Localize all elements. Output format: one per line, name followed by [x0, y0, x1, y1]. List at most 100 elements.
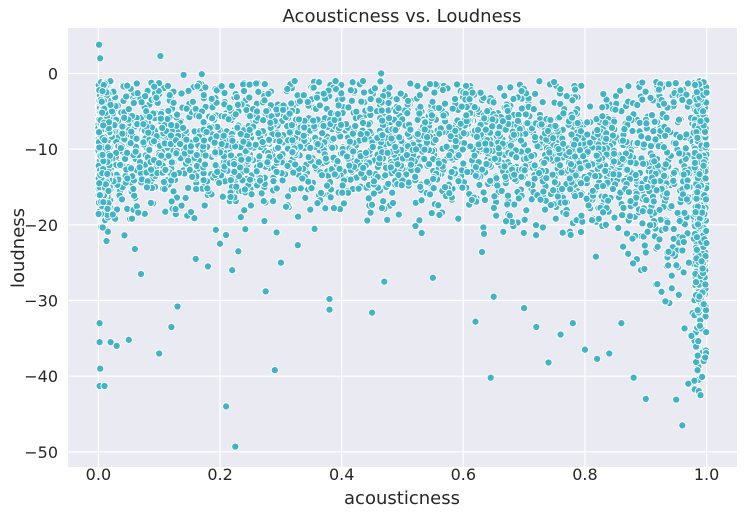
data-point — [551, 121, 560, 131]
data-points — [94, 40, 711, 451]
data-point — [156, 114, 165, 123]
data-point — [383, 215, 392, 224]
data-point — [294, 212, 303, 221]
data-point — [124, 105, 133, 114]
data-point — [344, 103, 353, 112]
data-point — [607, 123, 617, 132]
data-point — [576, 164, 585, 173]
data-point — [451, 126, 460, 135]
data-point — [245, 80, 254, 89]
data-point — [283, 84, 292, 94]
data-point — [413, 129, 422, 139]
data-point — [358, 118, 368, 127]
data-point — [664, 80, 673, 89]
data-point — [246, 112, 255, 121]
data-point — [498, 117, 507, 126]
data-point — [218, 192, 227, 201]
data-point — [527, 195, 536, 204]
data-point — [524, 179, 533, 188]
data-point — [166, 131, 175, 140]
data-point — [193, 82, 202, 91]
data-point — [182, 104, 191, 113]
data-point — [240, 206, 249, 215]
data-point — [538, 223, 547, 232]
data-point — [661, 297, 670, 306]
data-point — [445, 123, 454, 132]
data-point — [224, 115, 233, 124]
data-point — [662, 113, 671, 122]
data-point — [561, 198, 570, 207]
data-point — [639, 159, 648, 168]
data-point — [217, 139, 226, 149]
data-point — [513, 116, 523, 125]
data-point — [512, 153, 521, 162]
data-point — [231, 110, 240, 119]
data-point — [296, 184, 305, 193]
data-point — [334, 101, 343, 110]
data-point — [582, 194, 591, 203]
data-point — [120, 231, 129, 240]
data-point — [395, 133, 404, 142]
data-point — [283, 161, 292, 170]
data-point — [624, 82, 633, 91]
data-point — [288, 148, 297, 157]
data-point — [517, 104, 526, 113]
data-point — [233, 100, 242, 109]
data-point — [333, 157, 342, 166]
data-point — [537, 120, 546, 129]
data-point — [646, 93, 655, 102]
data-point — [146, 198, 155, 207]
data-point — [619, 242, 628, 251]
data-point — [643, 182, 652, 192]
data-point — [529, 105, 538, 114]
data-point — [667, 202, 676, 211]
data-point — [170, 170, 179, 179]
data-point — [509, 130, 518, 139]
data-point — [695, 321, 704, 330]
data-point — [640, 241, 649, 250]
data-point — [650, 117, 659, 126]
data-point — [477, 247, 487, 257]
data-point — [500, 91, 509, 100]
data-point — [289, 168, 298, 177]
data-point — [210, 138, 219, 147]
data-point — [434, 103, 444, 113]
data-point — [420, 125, 429, 134]
data-point — [378, 131, 387, 140]
data-point — [338, 181, 347, 190]
data-point — [626, 212, 635, 221]
data-point — [530, 161, 539, 170]
data-point — [287, 99, 296, 108]
data-point — [306, 143, 315, 152]
data-point — [628, 126, 637, 136]
data-point — [388, 198, 398, 208]
data-point — [134, 208, 143, 217]
data-point — [669, 168, 679, 177]
data-point — [587, 216, 597, 225]
data-point — [698, 372, 707, 381]
data-point — [239, 86, 249, 96]
data-point — [167, 158, 176, 167]
data-point — [416, 102, 425, 111]
data-point — [674, 115, 684, 124]
data-point — [584, 201, 593, 210]
data-point — [137, 98, 146, 107]
data-point — [287, 121, 296, 130]
data-point — [609, 170, 618, 179]
data-point — [298, 174, 307, 183]
data-point — [158, 123, 167, 132]
data-point — [312, 93, 322, 102]
data-point — [313, 139, 322, 149]
data-point — [366, 94, 375, 104]
data-point — [394, 104, 403, 113]
data-point — [495, 83, 504, 92]
data-point — [425, 80, 435, 89]
data-point — [532, 231, 541, 240]
data-point — [172, 149, 181, 158]
data-point — [413, 81, 422, 91]
data-point — [186, 207, 196, 217]
data-point — [655, 235, 664, 244]
data-point — [314, 158, 323, 167]
data-point — [503, 106, 512, 115]
data-point — [576, 227, 586, 237]
